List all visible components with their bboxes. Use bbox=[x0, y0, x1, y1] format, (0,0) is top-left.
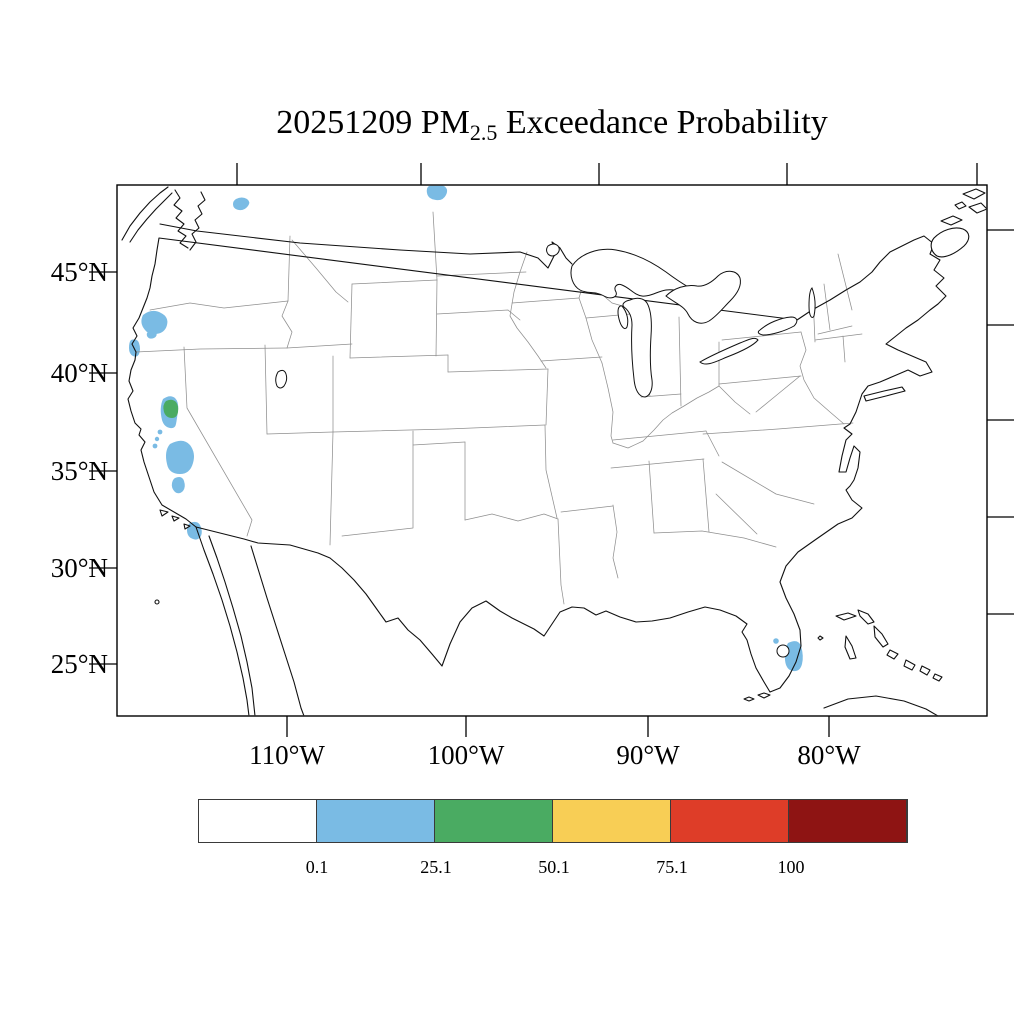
colorbar-cell-3 bbox=[553, 800, 671, 842]
us-coastline bbox=[127, 223, 947, 693]
colorbar-label-0: 0.1 bbox=[305, 857, 329, 877]
plot-title-subscript: 2.5 bbox=[469, 120, 498, 145]
axis-tick-labels: 45°N 40°N 35°N 30°N 25°N 110°W 100°W 90°… bbox=[51, 257, 861, 770]
colorbar-label-1: 25.1 bbox=[420, 857, 452, 877]
caribbean-islands bbox=[743, 609, 943, 716]
colorbar-cell-4 bbox=[671, 800, 789, 842]
y-tick-45n: 45°N bbox=[51, 257, 108, 287]
great-lakes bbox=[275, 243, 816, 658]
lake-okeechobee bbox=[776, 644, 790, 658]
map-frame bbox=[116, 184, 988, 717]
axis-ticks bbox=[89, 163, 1014, 737]
plot-title-suffix: Exceedance Probability bbox=[497, 104, 828, 141]
colorbar-cell-0 bbox=[199, 800, 317, 842]
colorbar-label-3: 75.1 bbox=[656, 857, 688, 877]
x-tick-100w: 100°W bbox=[428, 740, 505, 770]
x-tick-90w: 90°W bbox=[616, 740, 680, 770]
colorbar-cell-1 bbox=[317, 800, 435, 842]
geography bbox=[121, 186, 987, 716]
y-tick-40n: 40°N bbox=[51, 358, 108, 388]
plot-title: 20251209 PM2.5 Exceedance Probability bbox=[117, 104, 987, 146]
colorbar-label-4: 100 bbox=[777, 857, 805, 877]
y-tick-30n: 30°N bbox=[51, 553, 108, 583]
y-tick-35n: 35°N bbox=[51, 456, 108, 486]
x-tick-80w: 80°W bbox=[797, 740, 861, 770]
probability-blobs-mid bbox=[163, 399, 179, 418]
colorbar: 0.1 25.1 50.1 75.1 100 bbox=[198, 799, 908, 877]
colorbar-label-2: 50.1 bbox=[538, 857, 570, 877]
x-tick-110w: 110°W bbox=[249, 740, 325, 770]
colorbar-cell-5 bbox=[789, 800, 907, 842]
y-tick-25n: 25°N bbox=[51, 649, 108, 679]
plot-title-prefix: 20251209 PM bbox=[276, 104, 470, 141]
canada-coastline bbox=[121, 186, 987, 258]
state-borders bbox=[135, 211, 863, 605]
mexico-coastline bbox=[154, 509, 305, 716]
colorbar-cell-2 bbox=[435, 800, 553, 842]
